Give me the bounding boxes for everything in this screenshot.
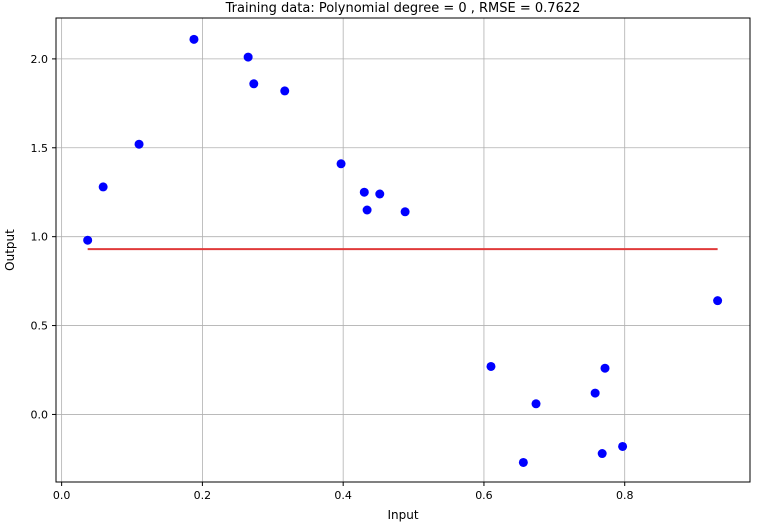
x-tick-label: 0.4 [334, 489, 352, 502]
x-tick-label: 0.8 [616, 489, 634, 502]
plot-frame [55, 17, 751, 483]
chart-title: Training data: Polynomial degree = 0 , R… [225, 1, 581, 16]
data-point [713, 296, 723, 306]
data-point [249, 79, 259, 89]
x-axis-label: Input [387, 508, 418, 522]
data-point [98, 182, 108, 192]
data-point [362, 205, 372, 215]
data-point [83, 235, 93, 245]
plot-data [83, 34, 723, 467]
data-point [189, 34, 199, 44]
data-point [600, 363, 610, 373]
data-point [134, 139, 144, 149]
y-tick-label: 1.0 [31, 231, 49, 244]
x-tick-label: 0.2 [194, 489, 212, 502]
data-point [590, 388, 600, 398]
data-point [243, 52, 253, 62]
y-tick-label: 0.0 [31, 408, 49, 421]
axis-ticks: 0.0 0.2 0.4 0.6 0.8 0.0 0.5 1.0 1.5 2.0 [31, 53, 634, 502]
x-tick-label: 0.0 [53, 489, 71, 502]
y-axis-label: Output [3, 229, 17, 271]
data-point [486, 361, 496, 371]
data-point [618, 441, 628, 451]
y-tick-label: 2.0 [31, 53, 49, 66]
x-tick-label: 0.6 [475, 489, 493, 502]
data-point [375, 189, 385, 199]
y-tick-label: 0.5 [31, 320, 49, 333]
data-point [400, 207, 410, 217]
data-point [531, 399, 541, 409]
data-point [518, 457, 528, 467]
data-point [359, 187, 369, 197]
data-point [336, 159, 346, 169]
data-point [280, 86, 290, 96]
y-tick-label: 1.5 [31, 142, 49, 155]
data-point [597, 449, 607, 459]
